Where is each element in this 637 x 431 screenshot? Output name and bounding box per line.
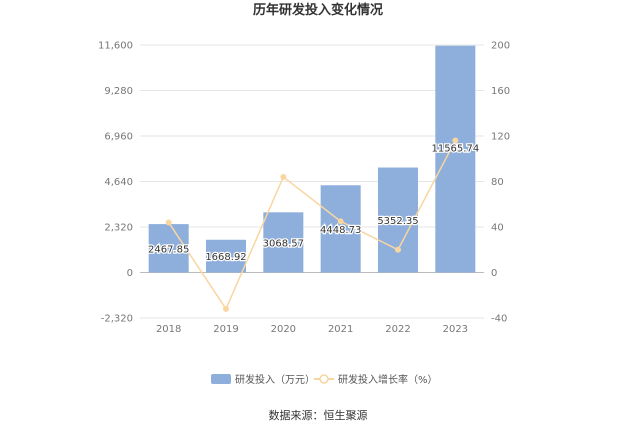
- bar-value-label: 3068.57: [263, 238, 304, 249]
- bar[interactable]: [206, 239, 246, 273]
- bar[interactable]: [435, 45, 476, 273]
- x-tick-label: 2018: [156, 324, 181, 335]
- bar-value-label: 2467.85: [148, 244, 189, 255]
- line-point[interactable]: [280, 173, 287, 180]
- y-left-tick-label: 9,280: [104, 86, 133, 97]
- x-tick-label: 2020: [271, 324, 296, 335]
- y-right-tick-label: -40: [491, 314, 507, 325]
- bar-value-label: 4448.73: [320, 225, 361, 236]
- line-point[interactable]: [452, 137, 459, 144]
- line-series: [165, 137, 459, 312]
- y-right-tick-label: 80: [491, 177, 504, 188]
- y-left-tick-label: 2,320: [104, 223, 133, 234]
- legend-item-bar[interactable]: 研发投入（万元）: [211, 373, 315, 386]
- y-left-tick-label: -2,320: [101, 314, 133, 325]
- y-left-tick-label: 4,640: [104, 177, 133, 188]
- x-tick-label: 2022: [385, 324, 410, 335]
- growth-line: [168, 140, 456, 311]
- y-left-tick-label: 6,960: [104, 132, 133, 143]
- line-point[interactable]: [223, 305, 229, 312]
- bar[interactable]: [148, 224, 189, 273]
- bar[interactable]: [263, 212, 304, 273]
- legend-swatch-marker: [319, 374, 329, 384]
- y-axis-right: -40 0 40 80 120 160 200: [491, 41, 510, 325]
- legend[interactable]: 研发投入（万元） 研发投入增长率（%）: [211, 373, 438, 386]
- legend-swatch-bar: [211, 374, 231, 384]
- data-labels: 2467.85 1668.92 3068.57 4448.73 5352.35 11565…: [147, 142, 481, 264]
- x-axis: 2018 2019 2020 2021 2022 2023: [156, 324, 468, 335]
- bar-value-label: 1668.92: [205, 252, 246, 263]
- legend-label-line: 研发投入增长率（%）: [338, 373, 438, 386]
- y-left-tick-label: 11,600: [98, 41, 133, 52]
- gridlines: [140, 44, 484, 319]
- y-right-tick-label: 0: [491, 268, 497, 279]
- x-tick-label: 2019: [213, 324, 238, 335]
- bar-series: [148, 45, 476, 273]
- line-point[interactable]: [337, 218, 344, 225]
- legend-label-bar: 研发投入（万元）: [235, 373, 315, 386]
- data-source: 数据来源：恒生聚源: [269, 408, 368, 422]
- y-right-tick-label: 160: [491, 86, 510, 97]
- chart-title: 历年研发投入变化情况: [253, 2, 383, 18]
- bar[interactable]: [320, 185, 361, 273]
- x-tick-label: 2021: [328, 324, 353, 335]
- y-right-tick-label: 120: [491, 132, 510, 143]
- x-tick-label: 2023: [443, 324, 468, 335]
- y-axis-left: -2,320 0 2,320 4,640 6,960 9,280 11,600: [98, 41, 133, 325]
- y-left-tick-label: 0: [127, 268, 133, 279]
- line-point[interactable]: [165, 219, 172, 226]
- bar[interactable]: [378, 167, 418, 273]
- legend-item-line[interactable]: 研发投入增长率（%）: [314, 373, 438, 386]
- bar-value-label: 5352.35: [377, 216, 418, 227]
- bar-value-label: 11565.74: [431, 144, 479, 155]
- y-right-tick-label: 40: [491, 223, 504, 234]
- y-right-tick-label: 200: [491, 41, 510, 52]
- line-point[interactable]: [395, 246, 401, 253]
